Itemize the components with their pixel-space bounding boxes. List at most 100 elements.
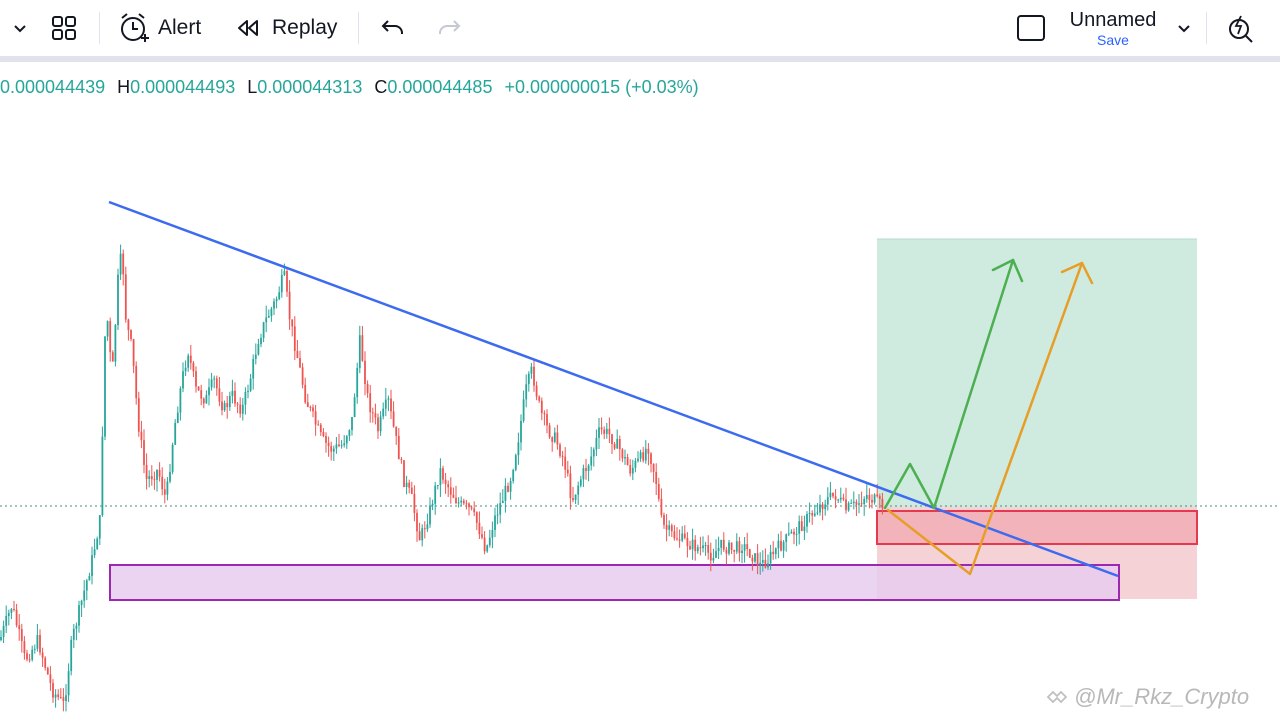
high-label: H xyxy=(117,76,131,97)
candle-body xyxy=(44,657,47,668)
candle-body xyxy=(621,449,624,459)
low-value: 0.000044313 xyxy=(257,76,363,97)
candle-body xyxy=(494,515,496,531)
candle-body xyxy=(75,625,78,629)
quick-search-button[interactable] xyxy=(1226,0,1256,56)
candle-body xyxy=(452,494,455,498)
layout-name-menu[interactable]: Unnamed Save xyxy=(1066,8,1160,48)
candle-body xyxy=(371,412,374,414)
candle-body xyxy=(665,524,668,530)
candle-body xyxy=(847,503,850,511)
candle-body xyxy=(345,436,348,444)
candle-body xyxy=(634,460,637,468)
candle-body xyxy=(699,547,702,549)
candle-body xyxy=(491,530,494,538)
candle-body xyxy=(257,344,260,355)
candle-body xyxy=(361,335,364,361)
candle-body xyxy=(306,402,309,408)
candle-body xyxy=(743,544,746,551)
candle-body xyxy=(670,525,673,532)
candle-body xyxy=(774,548,777,555)
checkbox-icon xyxy=(1017,15,1045,41)
candle-body xyxy=(728,542,730,554)
descending-trendline[interactable] xyxy=(108,200,1119,578)
candle-body xyxy=(663,514,665,525)
undo-button[interactable] xyxy=(380,0,406,56)
candle-body xyxy=(96,538,99,550)
candle-body xyxy=(223,403,226,411)
candle-body xyxy=(15,609,18,626)
candle-body xyxy=(863,498,866,505)
target-profit-zone[interactable] xyxy=(877,239,1197,507)
layout-dropdown[interactable] xyxy=(1174,0,1194,56)
candle-body xyxy=(208,387,210,396)
candle-body xyxy=(733,549,736,552)
watermark: @Mr_Rkz_Crypto xyxy=(1044,684,1249,710)
candle-body xyxy=(182,371,184,389)
candle-body xyxy=(88,575,91,581)
candle-body xyxy=(691,539,694,550)
toolbar-divider xyxy=(99,12,100,44)
candle-body xyxy=(722,539,725,550)
replay-label: Replay xyxy=(272,16,338,39)
candle-body xyxy=(52,683,54,698)
toolbar-divider xyxy=(1206,12,1207,44)
candle-body xyxy=(5,616,8,626)
candle-body xyxy=(457,502,460,504)
candle-body xyxy=(330,446,333,452)
candle-body xyxy=(10,608,13,614)
candle-body xyxy=(176,412,179,423)
candle-body xyxy=(387,398,390,400)
candle-body xyxy=(759,562,762,566)
symbol-dropdown[interactable] xyxy=(10,0,30,56)
chevron-down-icon xyxy=(14,25,26,33)
candle-body xyxy=(312,407,314,412)
candle-body xyxy=(488,537,491,546)
candle-body xyxy=(754,553,756,562)
candle-body xyxy=(683,533,686,539)
entry-zone[interactable] xyxy=(876,510,1198,545)
candle-body xyxy=(572,498,574,500)
candle-body xyxy=(101,436,104,516)
candle-body xyxy=(520,420,522,443)
candle-body xyxy=(338,444,340,446)
save-link[interactable]: Save xyxy=(1097,32,1129,48)
candle-body xyxy=(228,395,231,408)
candle-body xyxy=(832,492,834,497)
candle-body xyxy=(140,431,143,441)
candle-body xyxy=(213,378,216,380)
candle-body xyxy=(421,528,424,541)
support-zone[interactable] xyxy=(109,564,1120,601)
layout-button[interactable] xyxy=(51,0,77,56)
candle-body xyxy=(301,367,304,385)
candle-body xyxy=(148,476,151,479)
candle-body xyxy=(319,424,322,433)
candle-body xyxy=(70,639,73,672)
redo-button[interactable] xyxy=(436,0,462,56)
candle-body xyxy=(49,674,52,684)
candle-body xyxy=(873,494,876,503)
replay-button[interactable]: Replay xyxy=(236,0,337,56)
candle-body xyxy=(803,526,806,531)
candle-body xyxy=(652,463,655,472)
retest-projection-arrow[interactable] xyxy=(886,261,1094,576)
multi-select-checkbox[interactable] xyxy=(1016,0,1046,56)
candle-body xyxy=(501,500,504,504)
candle-body xyxy=(642,452,645,461)
candle-body xyxy=(668,525,671,530)
candle-body xyxy=(574,494,577,500)
alert-button[interactable]: Alert xyxy=(118,0,201,56)
candle-body xyxy=(613,444,616,449)
candle-body xyxy=(533,366,535,386)
candle-body xyxy=(816,512,819,514)
candle-body xyxy=(829,492,832,498)
candle-body xyxy=(429,505,431,525)
close-label: C xyxy=(374,76,388,97)
candle-body xyxy=(720,539,723,548)
candle-body xyxy=(678,539,681,541)
candle-body xyxy=(868,495,871,500)
candle-body xyxy=(395,426,398,436)
candle-body xyxy=(20,629,23,642)
price-chart[interactable] xyxy=(0,62,1280,720)
bullish-projection-arrow[interactable] xyxy=(883,258,1024,510)
